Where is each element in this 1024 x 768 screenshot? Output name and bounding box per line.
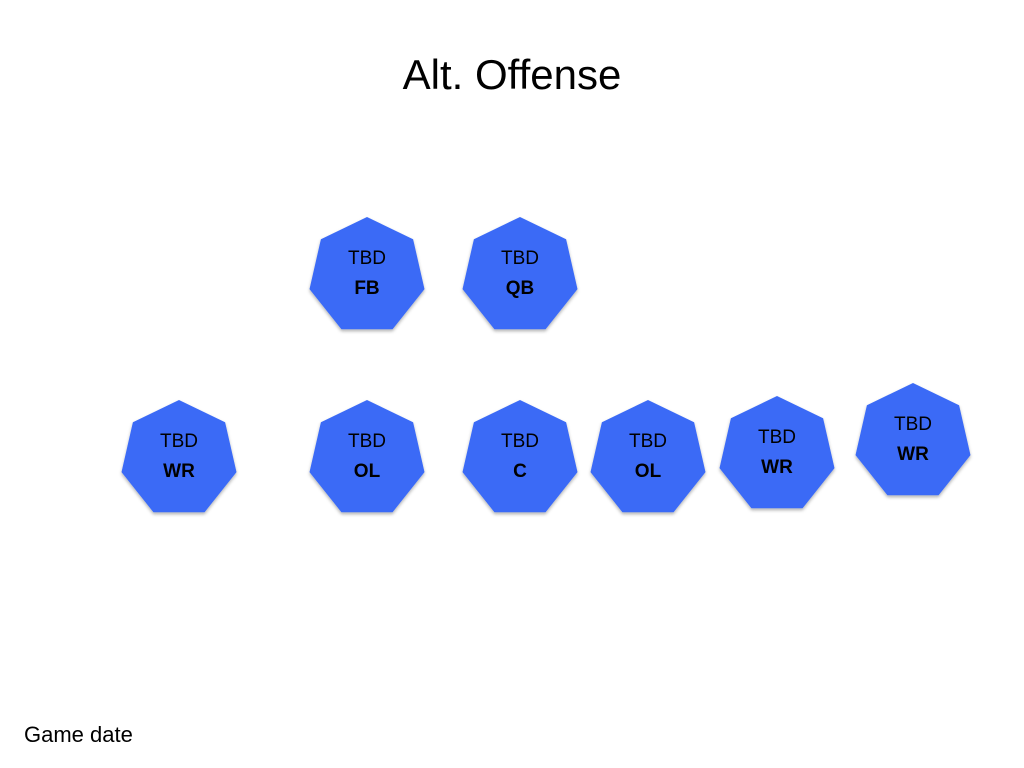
heptagon — [719, 396, 835, 509]
slide-title: Alt. Offense — [403, 51, 622, 98]
player-position: FB — [354, 278, 379, 299]
player-node: TBD OL — [590, 400, 706, 513]
heptagon — [462, 400, 578, 513]
player-node: TBD C — [462, 400, 578, 513]
player-name: TBD — [629, 431, 667, 452]
heptagon — [309, 217, 425, 330]
player-node: TBD WR — [121, 400, 237, 513]
player-position: WR — [163, 461, 195, 482]
heptagon — [309, 400, 425, 513]
player-position: WR — [761, 457, 793, 478]
player-name: TBD — [348, 431, 386, 452]
player-node: TBD WR — [855, 383, 971, 496]
player-position: OL — [635, 461, 662, 482]
player-position: C — [513, 461, 527, 482]
player-node: TBD WR — [719, 396, 835, 509]
player-position: OL — [354, 461, 381, 482]
player-node: TBD FB — [309, 217, 425, 330]
player-name: TBD — [894, 414, 932, 435]
heptagon — [462, 217, 578, 330]
heptagon — [855, 383, 971, 496]
player-position: QB — [506, 278, 535, 299]
footer: Game date — [24, 722, 133, 747]
player-position: WR — [897, 444, 929, 465]
player-node: TBD OL — [309, 400, 425, 513]
player-name: TBD — [501, 248, 539, 269]
player-name: TBD — [501, 431, 539, 452]
player-name: TBD — [160, 431, 198, 452]
heptagon — [121, 400, 237, 513]
formation: TBD FB TBD QB TBD WR TBD OL TBD C TBD OL TBD WR TBD WR — [121, 217, 971, 513]
player-name: TBD — [348, 248, 386, 269]
heptagon — [590, 400, 706, 513]
player-node: TBD QB — [462, 217, 578, 330]
player-name: TBD — [758, 427, 796, 448]
